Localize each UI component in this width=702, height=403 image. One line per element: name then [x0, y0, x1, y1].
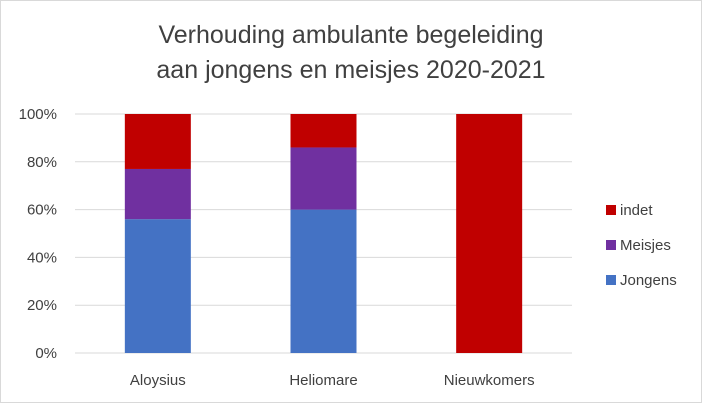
y-tick-label: 20%	[27, 297, 57, 314]
chart-title: Verhouding ambulante begeleiding aan jon…	[0, 18, 702, 88]
bar-segment-meisjes	[290, 147, 357, 210]
bar-segment-jongens	[124, 219, 191, 353]
legend-label-jongens: Jongens	[620, 272, 677, 289]
x-tick-label: Heliomare	[289, 372, 357, 389]
legend-label-indet: indet	[620, 202, 653, 219]
bar-segment-indet	[290, 114, 357, 148]
y-tick-label: 100%	[19, 106, 57, 123]
legend-swatch-indet	[606, 205, 616, 215]
chart-title-line-2: aan jongens en meisjes 2020-2021	[156, 56, 546, 84]
y-tick-label: 40%	[27, 249, 57, 266]
bar-segment-indet	[456, 114, 523, 353]
bar-segment-indet	[124, 114, 191, 169]
bar-segment-jongens	[290, 209, 357, 353]
x-tick-label: Aloysius	[130, 372, 186, 389]
y-tick-label: 80%	[27, 154, 57, 171]
legend-swatch-jongens	[606, 275, 616, 285]
y-tick-label: 60%	[27, 202, 57, 219]
chart-title-line-1: Verhouding ambulante begeleiding	[158, 21, 544, 49]
x-tick-label: Nieuwkomers	[444, 372, 535, 389]
legend-label-meisjes: Meisjes	[620, 237, 671, 254]
legend-swatch-meisjes	[606, 240, 616, 250]
y-tick-label: 0%	[35, 345, 57, 362]
bar-segment-meisjes	[124, 168, 191, 220]
